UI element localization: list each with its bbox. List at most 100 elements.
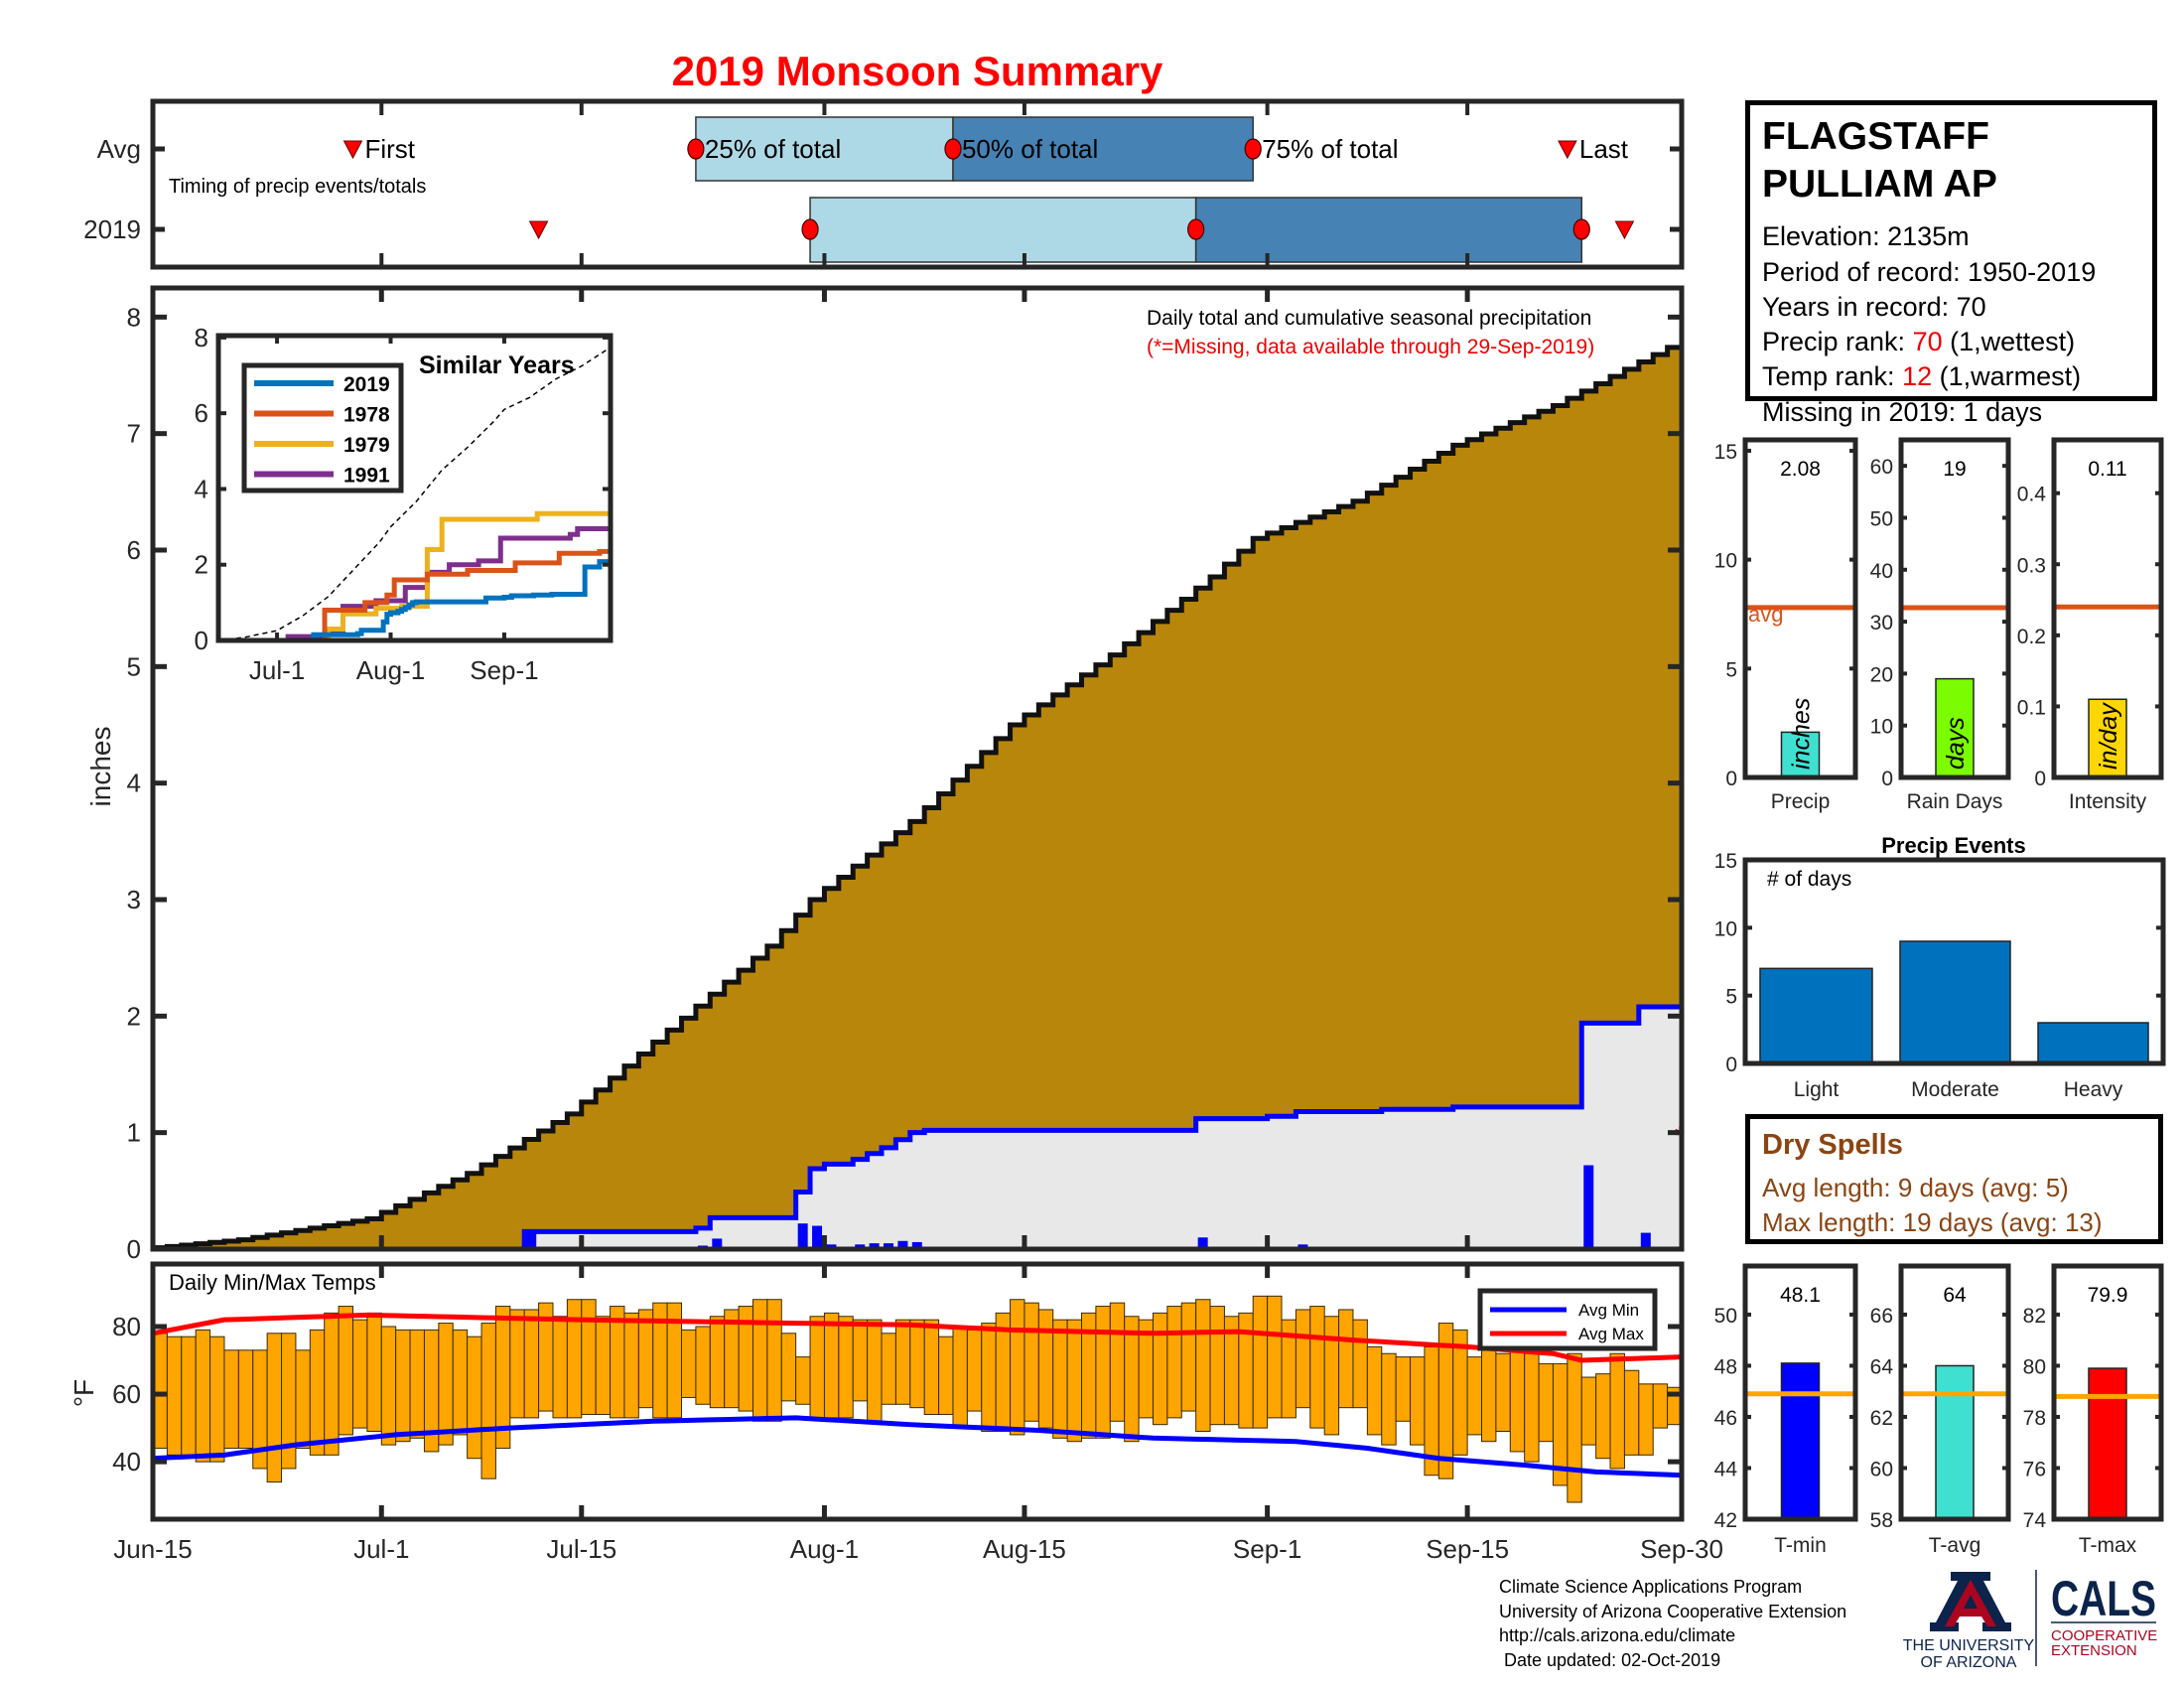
daily-precip-bar — [812, 1225, 823, 1249]
daily-precip-bar — [884, 1243, 894, 1249]
mini-ytick-label: 50 — [1714, 1305, 1737, 1328]
daily-temp-bar — [480, 1323, 496, 1479]
daily-temp-bar — [881, 1333, 896, 1405]
precip-chart-note: (*=Missing, data available through 29-Se… — [1147, 336, 1594, 358]
mini-ytick-label: 48 — [1714, 1355, 1737, 1378]
timing-label-first: First — [364, 134, 415, 164]
timing-first-marker — [528, 220, 549, 240]
temp-rank-value: 12 — [1902, 361, 1933, 391]
station-temp-rank: Temp rank: 12 (1,warmest) — [1762, 363, 2081, 390]
precip-rank-note: (1,wettest) — [1942, 327, 2076, 356]
daily-temp-bar — [338, 1306, 353, 1436]
legend-label-1991: 1991 — [343, 465, 390, 488]
mini-ytick-label: 66 — [1870, 1305, 1893, 1328]
daily-temp-bar — [952, 1326, 968, 1429]
daily-temp-bar — [324, 1312, 340, 1456]
daily-temp-bar — [1509, 1345, 1526, 1453]
daily-temp-bar — [1037, 1309, 1054, 1429]
intensity-frame — [2051, 437, 2164, 780]
daily-temp-bar — [380, 1326, 397, 1446]
temperature-chart: 40 60 80 Jun-15 Jul-1 Jul-15 Aug-1 Aug-15 Sep-1 S… — [68, 1264, 1723, 1564]
mini-ytick-label: 0.3 — [2017, 554, 2046, 577]
mini-ytick-label: 62 — [1870, 1407, 1893, 1430]
dry-spells-avg-length: Avg length: 9 days (avg: 5) — [1762, 1173, 2069, 1202]
daily-temp-bar — [1338, 1309, 1354, 1409]
temp-line-avg-max — [152, 1312, 1683, 1363]
daily-temp-bar — [1580, 1376, 1597, 1446]
footer-line: Climate Science Applications Program — [1499, 1577, 1803, 1597]
daily-temp-bar — [509, 1309, 525, 1419]
mini-ytick-label: 58 — [1870, 1509, 1893, 1532]
daily-temp-bar — [823, 1312, 840, 1419]
station-info-box — [1745, 100, 2157, 401]
footer-link[interactable]: http://cals.arizona.edu/climate — [1499, 1625, 1736, 1645]
station-name-line2: PULLIAM AP — [1762, 163, 1997, 206]
cals-wordmark: CALS — [2051, 1571, 2156, 1626]
timing-row-label: Avg — [97, 134, 141, 164]
daily-precip-bar — [1640, 1232, 1651, 1249]
timing-p75-marker — [1572, 218, 1590, 240]
inset-frame — [215, 333, 614, 643]
daily-temp-bar — [1066, 1319, 1083, 1443]
cals-line2: EXTENSION — [2051, 1642, 2137, 1659]
daily-temp-bar — [1366, 1345, 1383, 1436]
mini-ytick-label: 15 — [1714, 441, 1737, 464]
event-category-label: Light — [1794, 1078, 1840, 1101]
daily-temp-bar — [452, 1329, 469, 1436]
precip-chart-frame — [150, 285, 1685, 1252]
temp-legend-box — [1477, 1288, 1658, 1351]
date-tick-label: Sep-15 — [1426, 1534, 1509, 1564]
daily-temp-bar — [1595, 1373, 1611, 1460]
timing-label-p75: 75% of total — [1262, 134, 1398, 164]
temp-rank-note: (1,warmest) — [1932, 361, 2082, 391]
timing-panel: Avg First 25% of total 50% of total 75% of t… — [83, 101, 1682, 267]
inset-title: Similar Years — [419, 352, 575, 379]
timing-bar-50-75 — [1194, 197, 1583, 263]
mini-ytick-label: 0.1 — [2017, 696, 2046, 719]
daily-temp-bar — [438, 1323, 454, 1446]
avg-cumulative-area — [153, 347, 1682, 1250]
precip-ytick-label: 2 — [127, 1001, 141, 1031]
mini-ytick-label: 0.2 — [2017, 626, 2046, 648]
inset-ytick-label: 4 — [195, 474, 208, 503]
events-annotation: # of days — [1767, 868, 1851, 891]
ua-wordmark-line1: THE UNIVERSITY — [1903, 1637, 2035, 1654]
daily-temp-bar — [923, 1319, 940, 1415]
events-ytick-label: 5 — [1725, 986, 1737, 1009]
rain-days-category: Rain Days — [1907, 790, 2003, 813]
daily-temp-bar — [1481, 1345, 1497, 1443]
precip-chart-title: Daily total and cumulative seasonal prec… — [1147, 307, 1591, 330]
mini-ytick-label: 74 — [2023, 1509, 2047, 1532]
precip-ytick-label: 8 — [127, 302, 141, 332]
timing-p50-marker — [1187, 218, 1205, 240]
inset-legend: 2019 1978 1979 1991 — [241, 362, 404, 493]
mini-ytick-label: 80 — [2023, 1355, 2046, 1378]
timing-label-last: Last — [1579, 134, 1629, 164]
similar-years-inset: 0 2 4 6 8 Jul-1 Aug-1 Sep-1 Similar Years 2019 197… — [195, 323, 612, 685]
daily-temp-bar — [1309, 1306, 1325, 1429]
daily-temp-bar — [366, 1312, 382, 1432]
date-tick-label: Sep-30 — [1640, 1534, 1723, 1564]
daily-temp-bar — [1180, 1302, 1197, 1412]
daily-temp-bar — [209, 1336, 225, 1463]
daily-temp-bar — [295, 1349, 311, 1450]
daily-temp-bar — [751, 1299, 768, 1422]
daily-temp-bar — [1567, 1352, 1582, 1503]
inset-ytick-label: 2 — [195, 550, 208, 580]
t-max-frame — [2051, 1263, 2164, 1522]
event-bar-light — [1759, 967, 1873, 1064]
daily-temp-bar — [966, 1329, 983, 1412]
events-ytick-label: 15 — [1714, 850, 1737, 873]
daily-temp-bar — [909, 1319, 925, 1409]
station-precip-rank: Precip rank: 70 (1,wettest) — [1762, 329, 2075, 355]
daily-temp-bar — [981, 1323, 997, 1432]
precip-events-chart: Light Moderate Heavy 0 5 10 15 Precip Events # o… — [1714, 833, 2163, 1101]
daily-precip-bar — [797, 1223, 808, 1249]
station-period: Period of record: 1950-2019 — [1762, 257, 2097, 287]
precip-rank-value: 70 — [1912, 327, 1943, 356]
temp-ytick-label: 80 — [112, 1312, 141, 1341]
mini-ytick-label: 82 — [2023, 1305, 2046, 1328]
daily-temp-bar — [1323, 1316, 1340, 1436]
precip-ytick-label: 0 — [127, 1234, 141, 1264]
